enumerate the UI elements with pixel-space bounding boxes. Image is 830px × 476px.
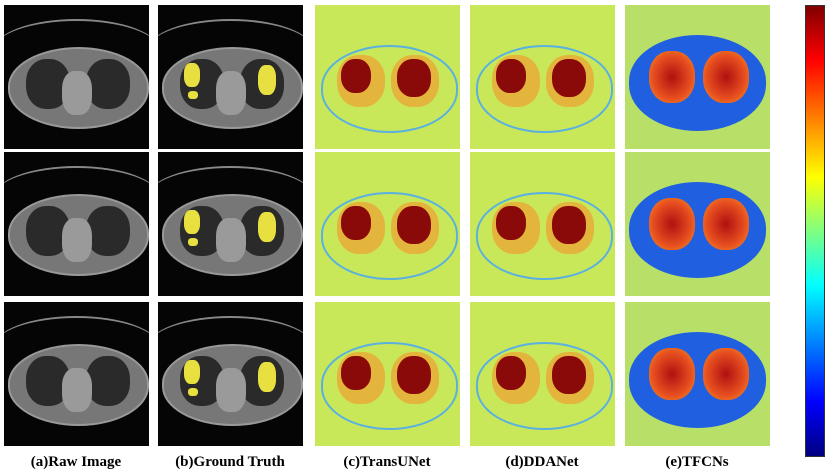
image-region [321,342,458,430]
panel-gt-row3 [158,302,303,446]
image-region [552,206,586,244]
image-region [4,166,149,228]
image-region [188,238,198,246]
panel-gt-row2 [158,152,303,296]
image-region [552,59,586,97]
image-region [86,59,130,109]
image-region [649,348,695,400]
image-region [4,19,149,81]
column-label: (b)Ground Truth [175,454,285,470]
image-region [258,212,276,242]
image-region [341,59,371,93]
image-region [86,206,130,256]
image-region [703,51,749,103]
image-region [188,388,198,396]
image-region [476,45,613,133]
image-region [62,71,92,115]
image-region [649,198,695,250]
image-region [258,362,276,392]
panel-hm-row1 [315,5,460,149]
image-region [188,91,198,99]
image-region [397,356,431,394]
panel-hm-row3 [315,302,460,446]
image-region [62,218,92,262]
image-region [476,342,613,430]
panel-tf-row2 [625,152,770,296]
image-region [258,65,276,95]
image-region [184,210,200,234]
image-region [216,71,246,115]
image-region [216,368,246,412]
column-label: (c)TransUNet [343,454,431,470]
column-label: (d)DDANet [505,454,579,470]
image-region [158,166,303,228]
image-region [703,198,749,250]
image-region [341,206,371,240]
colorbar [805,5,825,457]
image-region [158,316,303,378]
image-region [62,368,92,412]
column-label: (a)Raw Image [30,454,122,470]
image-region [496,59,526,93]
column-label: (e)TFCNs [665,454,729,470]
panel-hm2-row2 [470,152,615,296]
image-region [476,192,613,280]
panel-ct-row3 [4,302,149,446]
panel-tf-row3 [625,302,770,446]
image-region [496,356,526,390]
image-region [649,51,695,103]
image-region [397,59,431,97]
image-region [86,356,130,406]
image-region [341,356,371,390]
panel-hm-row2 [315,152,460,296]
image-region [158,19,303,81]
image-region [703,348,749,400]
image-region [4,316,149,378]
image-region [397,206,431,244]
panel-gt-row1 [158,5,303,149]
image-region [496,206,526,240]
image-region [321,192,458,280]
image-region [184,63,200,87]
panel-hm2-row1 [470,5,615,149]
panel-tf-row1 [625,5,770,149]
image-region [216,218,246,262]
image-region [321,45,458,133]
panel-ct-row1 [4,5,149,149]
image-region [184,360,200,384]
panel-hm2-row3 [470,302,615,446]
panel-ct-row2 [4,152,149,296]
image-region [552,356,586,394]
